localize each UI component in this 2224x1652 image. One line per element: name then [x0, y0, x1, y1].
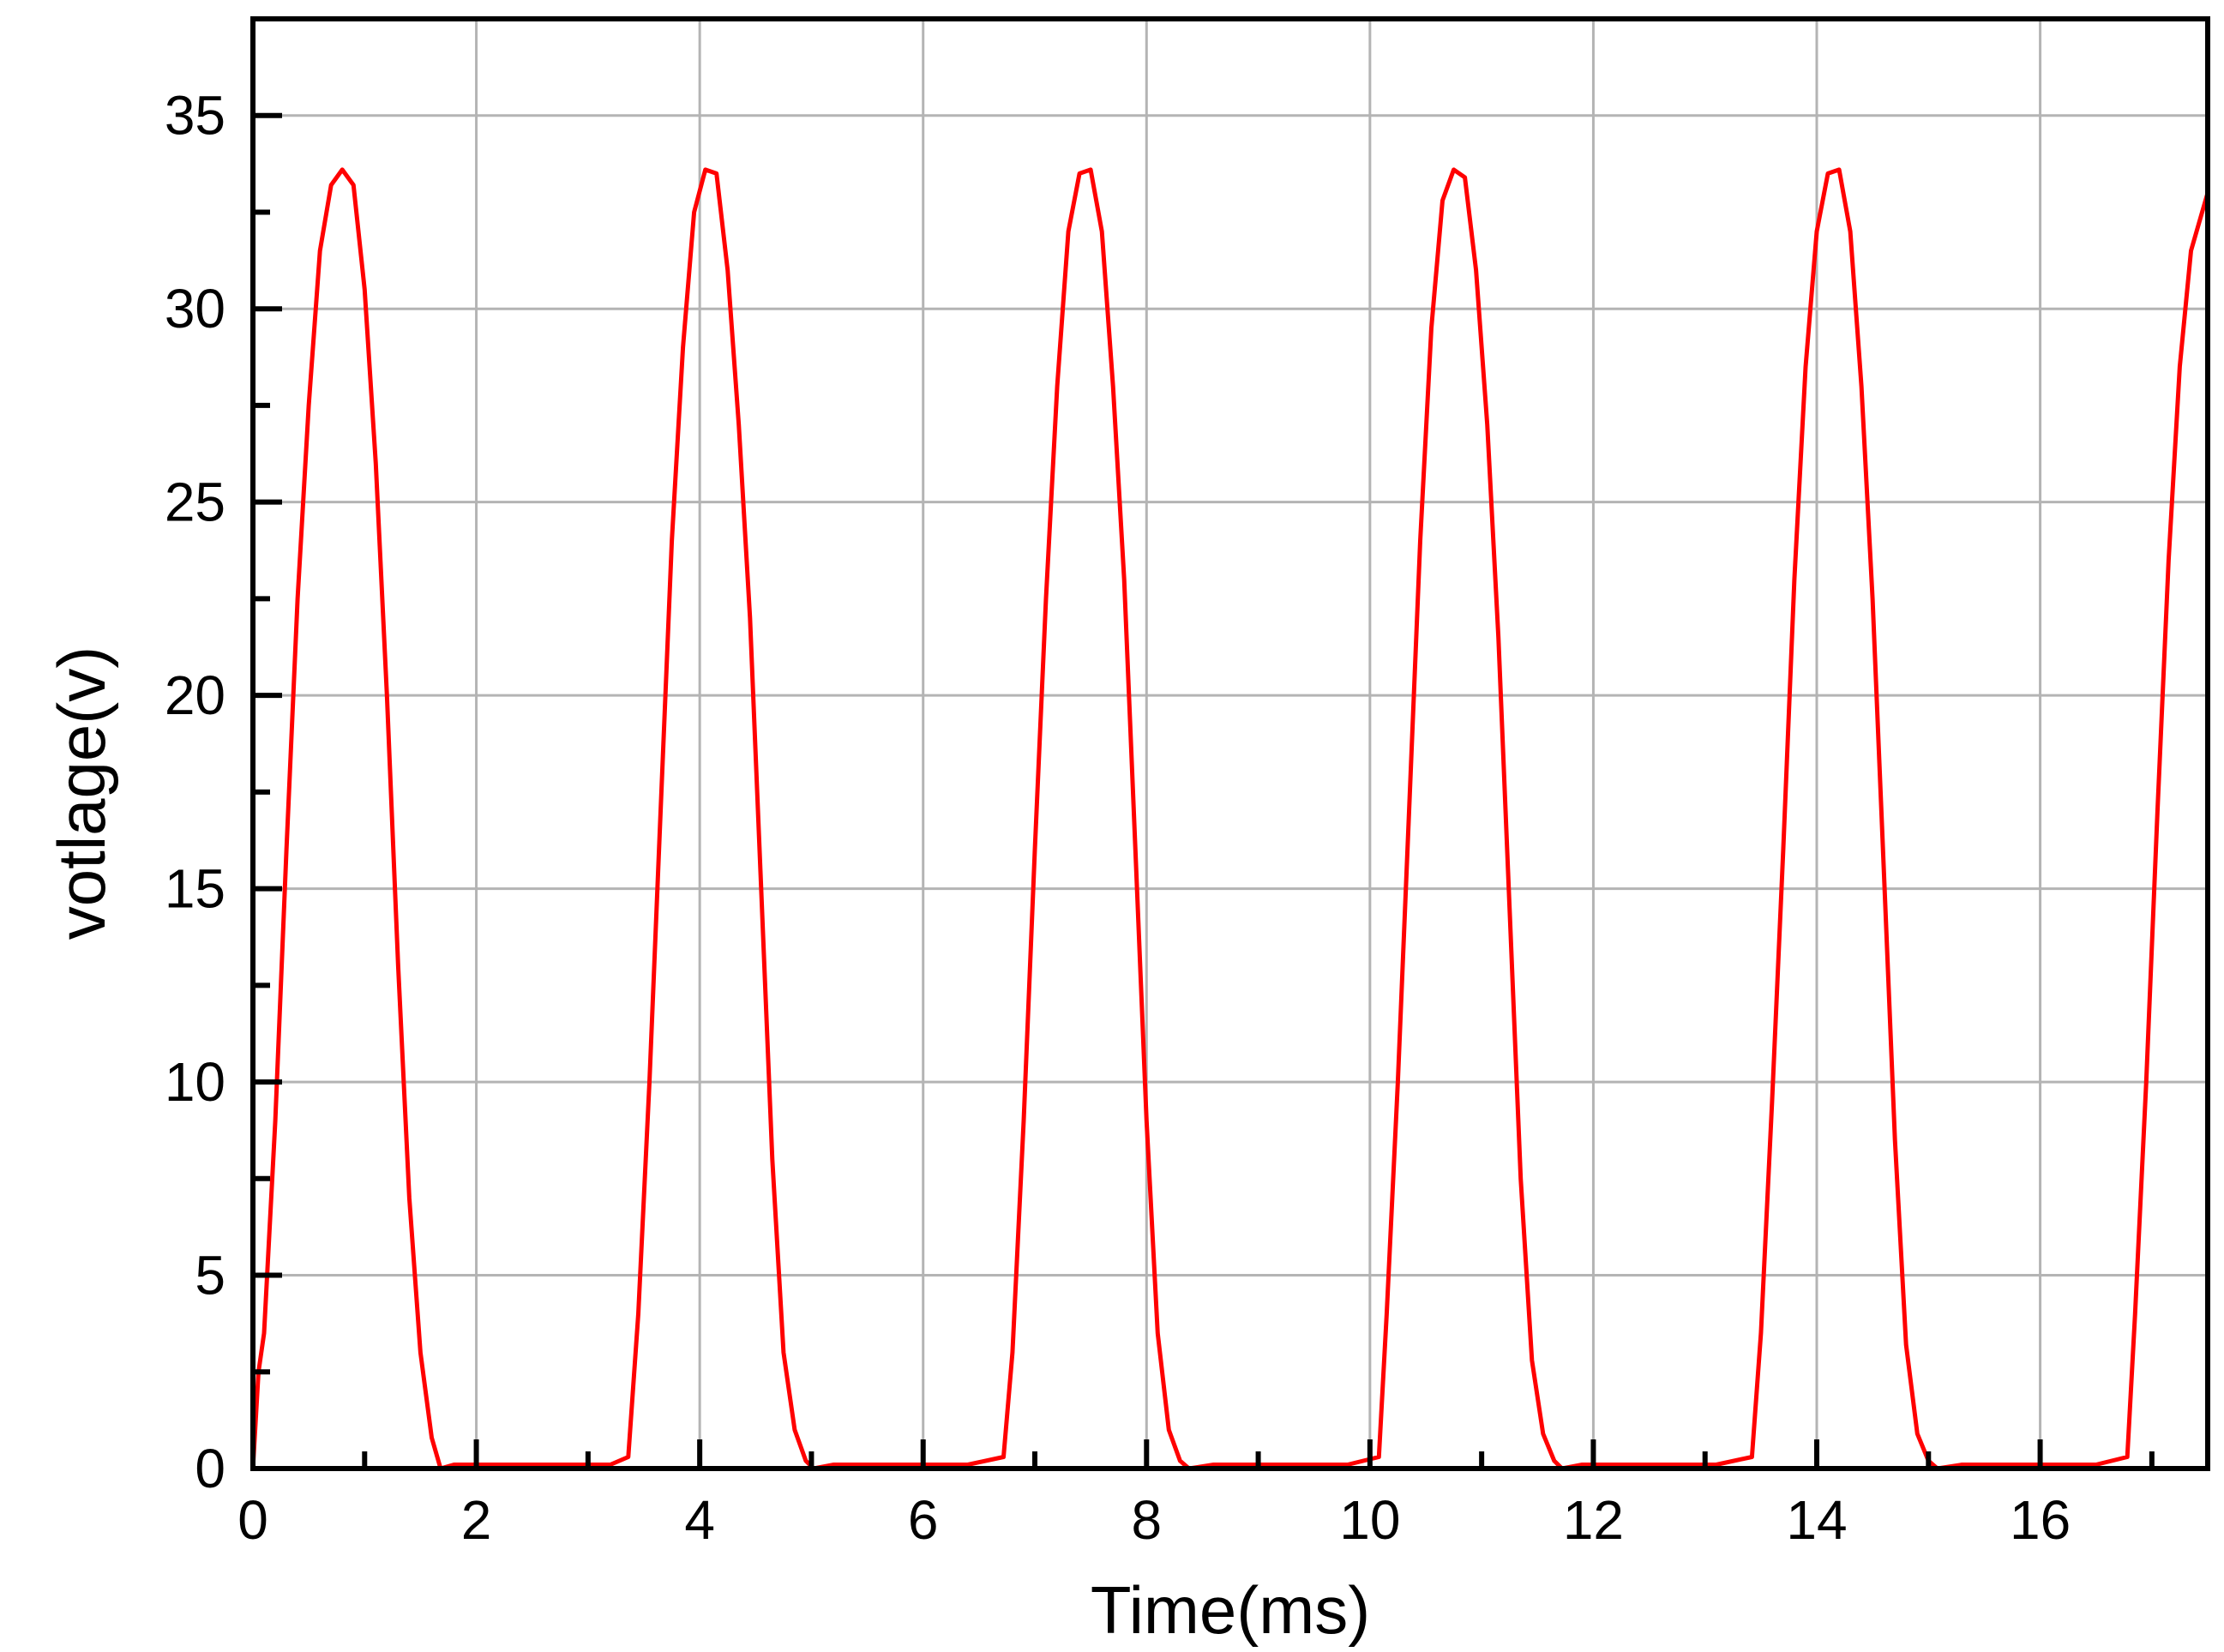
y-tick-label: 0	[195, 1438, 225, 1499]
x-tick-label: 14	[1786, 1489, 1847, 1551]
y-tick-label: 10	[165, 1051, 225, 1113]
axes	[250, 16, 2210, 1471]
x-axis-title: Time(ms)	[1091, 1572, 1370, 1648]
x-tick-label: 16	[2010, 1489, 2071, 1551]
tick-labels: 0 2 4 6 8 10 12 14 16 0 5 10 15 20 25 30 35	[165, 85, 2071, 1551]
y-tick-label: 30	[165, 278, 225, 339]
y-tick-label: 15	[165, 858, 225, 920]
y-axis-title: votlage(v)	[44, 646, 119, 940]
y-tick-label: 20	[165, 664, 225, 726]
x-tick-label: 4	[684, 1489, 715, 1551]
x-tick-label: 12	[1563, 1489, 1624, 1551]
y-tick-label: 25	[165, 472, 225, 533]
x-tick-label: 2	[461, 1489, 492, 1551]
y-tick-label: 5	[195, 1245, 225, 1307]
x-tick-label: 8	[1131, 1489, 1162, 1551]
y-tick-label: 35	[165, 85, 225, 147]
x-tick-label: 6	[908, 1489, 939, 1551]
plot-frame	[250, 16, 2210, 1471]
plot-area	[250, 167, 2210, 1471]
x-tick-label: 10	[1339, 1489, 1400, 1551]
x-tick-label: 0	[237, 1489, 268, 1551]
grid-lines	[253, 19, 2208, 1469]
voltage-series-line	[250, 167, 2210, 1471]
